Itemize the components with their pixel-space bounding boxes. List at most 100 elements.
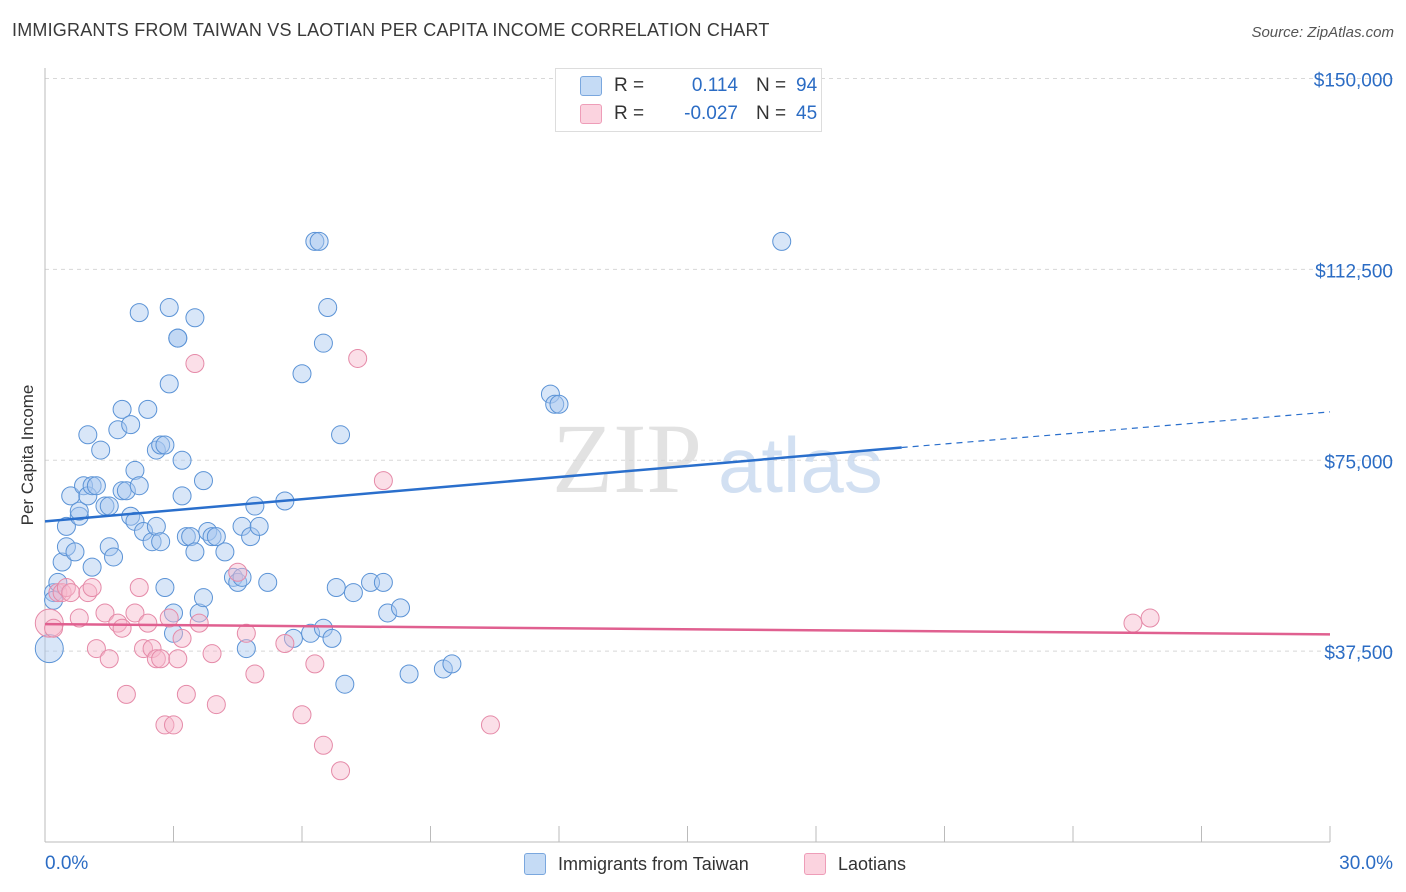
tick-labels: $37,500 $75,000 $112,500 $150,000 0.0% 30.0% — [45, 71, 1393, 875]
point-taiwan — [326, 578, 346, 597]
point-laotian — [275, 633, 295, 653]
point-laotian — [373, 471, 393, 491]
source-credit: Source: ZipAtlas.com — [1251, 24, 1394, 41]
point-laotian — [86, 639, 106, 659]
point-taiwan — [335, 674, 355, 694]
point-taiwan — [318, 298, 338, 318]
point-taiwan — [193, 471, 213, 491]
x-tick-label-min: 0.0% — [45, 853, 88, 874]
point-taiwan — [99, 496, 119, 516]
point-laotian — [168, 649, 188, 669]
y-tick-label: $150,000 — [1314, 71, 1393, 92]
point-taiwan — [181, 527, 201, 547]
point-laotian — [172, 628, 192, 648]
point-laotian — [61, 583, 81, 603]
point-taiwan — [176, 527, 196, 547]
legend-n-value: 45 — [796, 103, 818, 124]
point-taiwan — [104, 547, 124, 567]
y-tick-label: $75,000 — [1324, 452, 1393, 473]
point-taiwan — [206, 527, 226, 547]
point-laotian — [313, 735, 333, 755]
point-taiwan — [78, 425, 98, 445]
point-taiwan — [86, 476, 106, 496]
point-taiwan — [138, 399, 158, 419]
bottom-legend-swatch-taiwan — [524, 853, 546, 875]
legend-n-value: 94 — [796, 75, 818, 96]
trend-line-taiwan — [44, 446, 902, 523]
point-taiwan — [82, 557, 102, 577]
point-taiwan — [772, 231, 792, 251]
point-taiwan — [172, 450, 192, 470]
trend-line-laotian — [44, 622, 1331, 636]
point-laotian — [348, 348, 368, 368]
point-laotian — [146, 649, 166, 669]
point-taiwan — [378, 603, 398, 623]
point-taiwan — [69, 501, 89, 521]
point-taiwan — [155, 435, 175, 455]
point-taiwan — [91, 440, 111, 460]
series-taiwan-points — [34, 231, 792, 694]
point-laotian — [138, 613, 158, 633]
point-taiwan — [108, 420, 128, 440]
legend-n-label: N = — [756, 75, 787, 96]
axes — [44, 68, 1331, 843]
point-taiwan — [112, 399, 132, 419]
point-taiwan — [151, 532, 171, 552]
point-laotian — [125, 603, 145, 623]
point-taiwan — [292, 364, 312, 384]
bottom-legend-label-taiwan: Immigrants from Taiwan — [558, 853, 749, 874]
point-laotian — [189, 613, 209, 633]
legend-swatch-laotian — [580, 104, 602, 124]
point-taiwan — [331, 425, 351, 445]
point-laotian — [116, 684, 136, 704]
point-laotian — [245, 664, 265, 684]
point-taiwan — [56, 516, 76, 536]
point-laotian — [159, 608, 179, 628]
legend-r-value: -0.027 — [684, 103, 738, 124]
point-taiwan — [245, 496, 265, 516]
point-taiwan — [34, 634, 64, 664]
point-laotian — [228, 562, 248, 582]
grid-lines — [45, 78, 1395, 652]
point-taiwan — [399, 664, 419, 684]
legend-n-label: N = — [756, 103, 787, 124]
point-laotian — [1123, 613, 1143, 633]
point-taiwan — [185, 308, 205, 328]
watermark: ZIP atlas — [552, 403, 883, 514]
point-laotian — [151, 649, 171, 669]
point-taiwan — [52, 552, 72, 572]
point-taiwan — [116, 481, 136, 501]
point-taiwan — [549, 394, 569, 414]
trend-line-taiwan-extension — [901, 411, 1331, 449]
point-taiwan — [442, 654, 462, 674]
point-laotian — [95, 603, 115, 623]
point-laotian — [82, 578, 102, 597]
legend-r-label: R = — [614, 103, 645, 124]
legend: R = 0.114 N = 94 R = -0.027 N = 45 — [555, 68, 822, 132]
point-taiwan — [373, 572, 393, 592]
point-taiwan — [189, 603, 209, 623]
point-laotian — [176, 684, 196, 704]
legend-r-label: R = — [614, 75, 645, 96]
bottom-legend-taiwan: Immigrants from Taiwan — [524, 852, 749, 876]
y-axis-label: Per Capita Income — [18, 384, 37, 526]
point-laotian — [236, 623, 256, 643]
point-taiwan — [301, 623, 321, 643]
point-laotian — [292, 705, 312, 725]
point-taiwan — [82, 476, 102, 496]
point-laotian — [112, 618, 132, 638]
point-taiwan — [322, 628, 342, 648]
watermark-atlas: atlas — [718, 421, 883, 509]
point-taiwan — [236, 639, 256, 659]
point-taiwan — [545, 394, 565, 414]
legend-r-value: 0.114 — [691, 75, 738, 96]
point-laotian — [206, 695, 226, 715]
chart-title: IMMIGRANTS FROM TAIWAN VS LAOTIAN PER CA… — [12, 20, 770, 40]
watermark-zip: ZIP — [552, 403, 702, 514]
point-taiwan — [193, 588, 213, 608]
point-taiwan — [258, 572, 278, 592]
point-laotian — [1140, 608, 1160, 628]
point-taiwan — [69, 506, 89, 526]
point-taiwan — [249, 516, 269, 536]
